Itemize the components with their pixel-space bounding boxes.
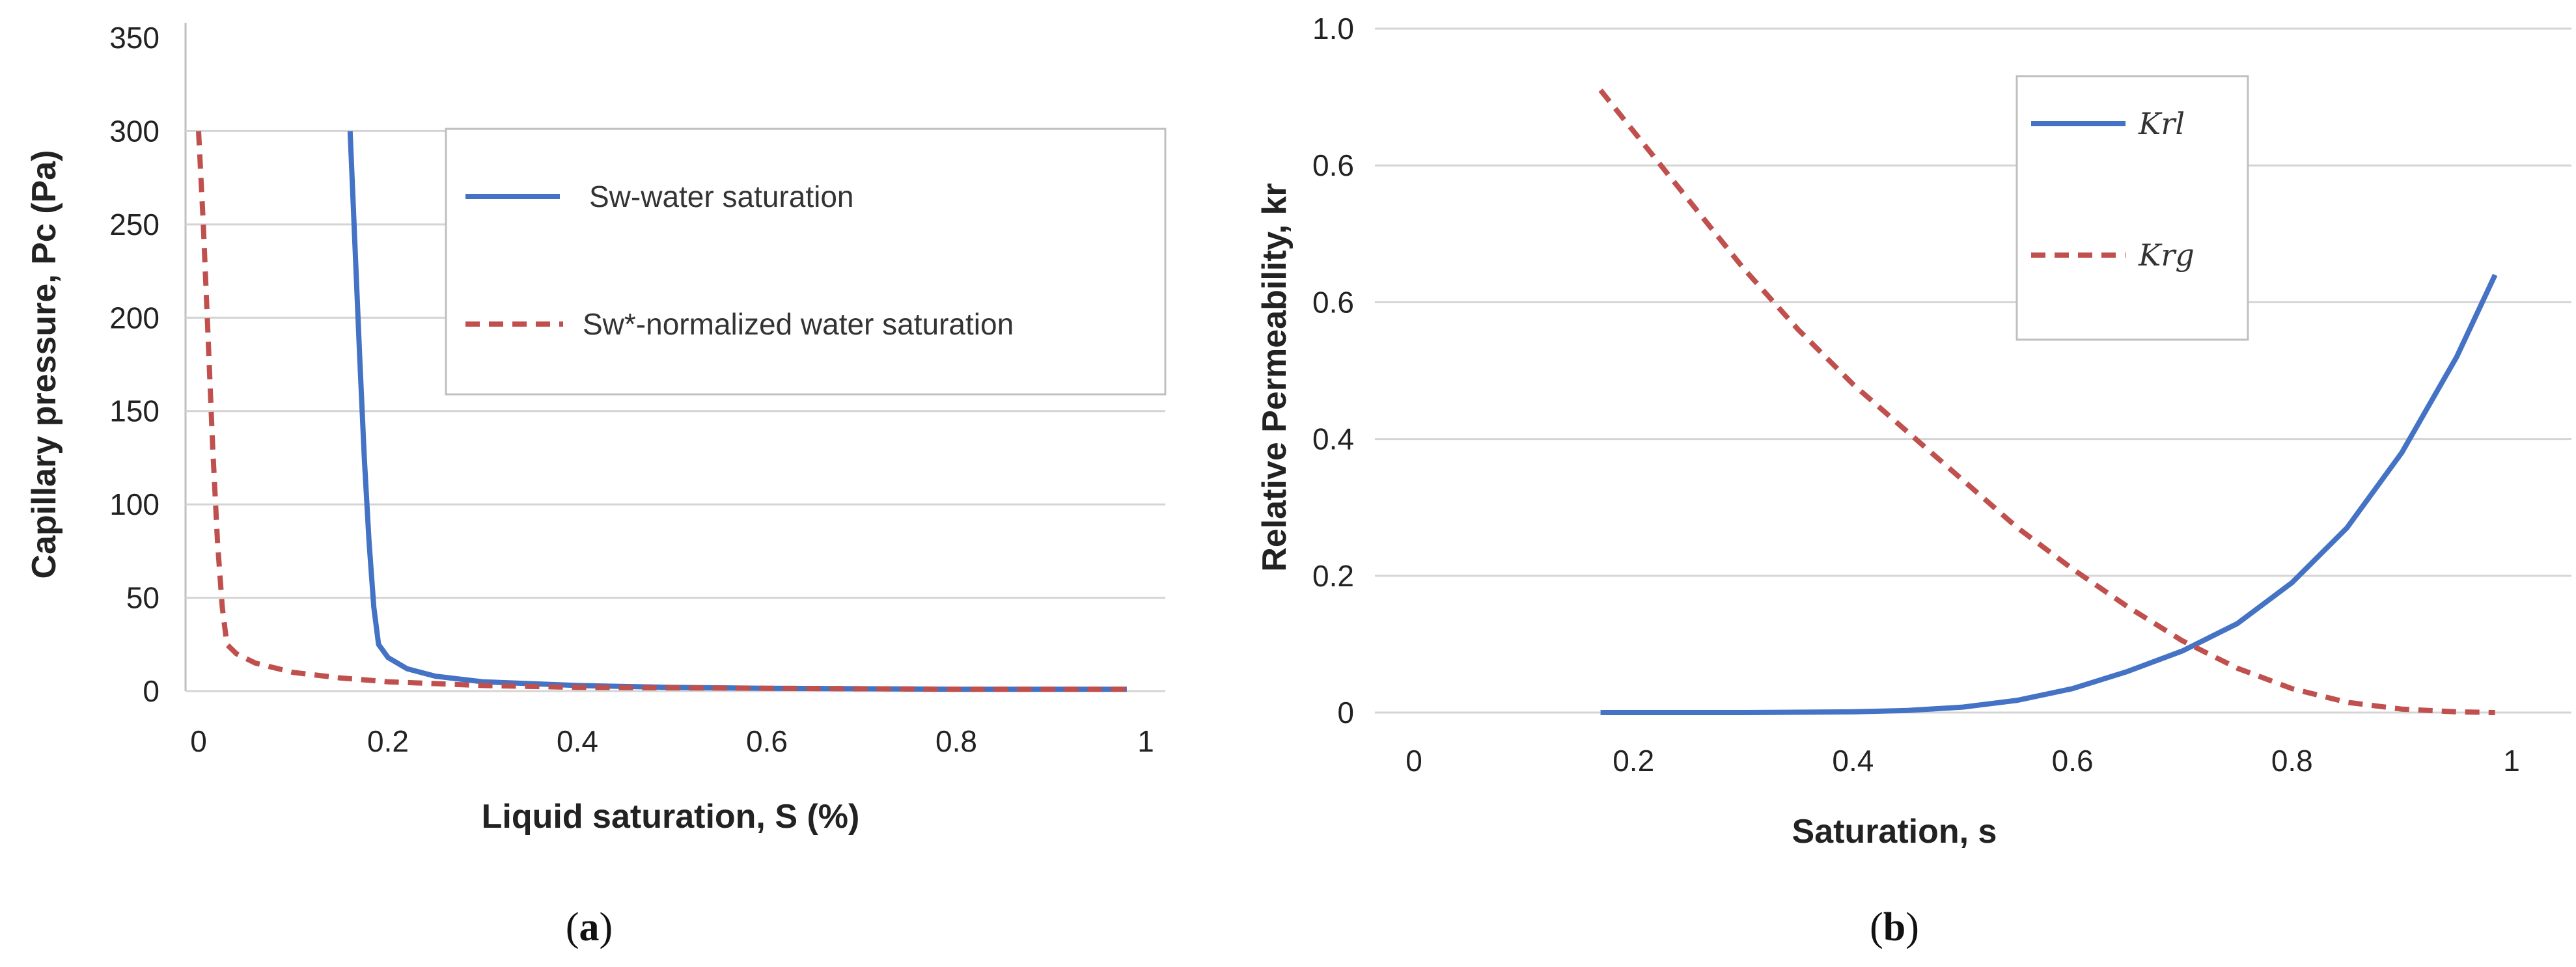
panel-b-x-tick-label: 0.8 [2271, 744, 2313, 778]
panel-b-legend-box [2015, 75, 2249, 341]
panel-a-series [196, 131, 1127, 692]
panel-a-y-tick-labels: 0 50 100 150 200 250 300 350 [109, 21, 159, 708]
panel-b-y-tick-label: 0.6 [1312, 148, 1354, 182]
panel-b-y-tick-label: 0.4 [1312, 422, 1354, 456]
panel-b-x-tick-label: 0.2 [1613, 744, 1654, 778]
panel-b-series-line-dashed [1598, 89, 2495, 715]
panel-b-y-tick-label: 0.6 [1312, 285, 1354, 319]
panel-a-series-line-dashed [196, 131, 1127, 692]
panel-a-y-tick-label: 250 [109, 208, 159, 241]
panel-a-x-tick-label: 0.4 [557, 724, 598, 758]
panel-b-x-tick-label: 0.4 [1832, 744, 1874, 778]
panel-b-x-tick-label: 0 [1406, 744, 1422, 778]
panel-b-y-tick-labels: 0 0.2 0.4 0.6 0.6 1.0 [1312, 12, 1354, 729]
panel-a-x-tick-label: 0 [190, 724, 207, 758]
panel-b-series-line-solid [1600, 273, 2498, 715]
panel-a-x-tick-label: 0.2 [367, 724, 409, 758]
panel-a-caption-letter: a [579, 905, 600, 949]
panel-b-legend-label-krl: Krl [2138, 106, 2185, 141]
panel-b-legend: Krl Krg [2015, 75, 2249, 341]
panel-b-caption: (b) [1870, 905, 1919, 949]
panel-a-legend-box [445, 128, 1167, 396]
panel-a-y-tick-label: 150 [109, 394, 159, 428]
panel-a-y-tick-label: 350 [109, 21, 159, 55]
panel-a-legend-label-swstar: Sw*-normalized water saturation [583, 307, 1014, 341]
panel-b-x-axis-label: Saturation, s [1792, 813, 1997, 851]
panel-a-caption: (a) [566, 905, 613, 949]
chart-panel-b: 00.20.40.60.61.0 0 0.2 0.4 0.6 0.8 1 Krl Krg … [1256, 12, 2571, 949]
chart-panel-a: 0 50 100 150 200 250 300 350 0 0.2 0.4 0.6 0.8 1 Sw-… [25, 21, 1167, 949]
panel-a-y-tick-label: 100 [109, 487, 159, 521]
panel-a-x-tick-label: 1 [1137, 724, 1154, 758]
panel-b-series [1598, 89, 2498, 715]
panel-b-y-tick-label: 1.0 [1312, 12, 1354, 46]
panel-b-y-tick-label: 0 [1337, 696, 1354, 729]
panel-b-y-tick-label: 0.2 [1312, 559, 1354, 593]
panel-a-y-axis-label: Capillary pressure, Pc (Pa) [25, 150, 63, 579]
panel-a-y-tick-label: 0 [143, 674, 159, 708]
panel-a-legend: Sw-water saturation Sw*-normalized water… [445, 128, 1167, 396]
panel-a-x-tick-labels: 0 0.2 0.4 0.6 0.8 1 [190, 724, 1154, 758]
panel-a-y-tick-label: 200 [109, 301, 159, 334]
panel-a-x-tick-label: 0.6 [746, 724, 788, 758]
panel-a-x-tick-label: 0.8 [935, 724, 977, 758]
panel-b-caption-letter: b [1883, 905, 1905, 949]
panel-b-legend-label-krg: Krg [2138, 238, 2195, 273]
panel-b-y-axis-label: Relative Permeability, kr [1256, 183, 1294, 571]
panel-b-gridlines [1375, 27, 2571, 714]
panel-a-y-tick-label: 300 [109, 114, 159, 148]
panel-b-x-tick-label: 1 [2503, 744, 2520, 778]
panel-a-x-axis-label: Liquid saturation, S (%) [482, 798, 860, 836]
panel-b-x-tick-labels: 0 0.2 0.4 0.6 0.8 1 [1406, 744, 2520, 778]
panel-a-legend-label-sw: Sw-water saturation [589, 180, 854, 213]
panel-a-y-tick-label: 50 [126, 581, 159, 615]
panel-b-x-tick-label: 0.6 [2052, 744, 2094, 778]
